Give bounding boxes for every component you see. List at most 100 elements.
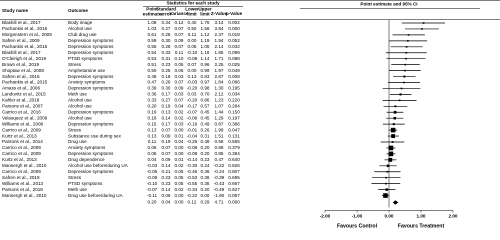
outcome: Stress	[68, 175, 82, 180]
stat-cell: 0.07	[175, 26, 184, 31]
stat-cell: 0.17	[162, 121, 171, 126]
stat-cell: -0.03	[187, 80, 198, 85]
stat-cell: 0.19	[148, 109, 157, 114]
stat-cell: 0.05	[175, 175, 184, 180]
stat-cell: 0.06	[148, 145, 157, 150]
stat-cell: 0.09	[162, 157, 171, 162]
outcome: Depression symptoms	[68, 38, 114, 43]
stat-cell: 0.36	[201, 169, 210, 174]
stat-cell: 0.31	[201, 133, 210, 138]
stat-cell: 0.17	[162, 92, 171, 97]
study-name: Pachankis et al., 2015	[2, 80, 48, 85]
stat-cell: 0.025	[228, 62, 240, 67]
outcome: Anxiety symptoms	[68, 145, 106, 150]
plot-title: Point estimate and 95% CI	[360, 2, 417, 7]
stat-cell: 0.195	[228, 86, 240, 91]
stat-cell: 0.05	[175, 169, 184, 174]
outcome: Substance use during sex	[68, 133, 122, 138]
point-estimate	[386, 164, 390, 168]
point-estimate	[385, 182, 387, 185]
study-name: Williams et al., 2008	[2, 121, 44, 126]
stat-cell: 1.97	[215, 68, 224, 73]
stat-cell: 0.04	[148, 157, 157, 162]
stat-cell: -0.55	[187, 181, 198, 186]
stat-cell: 0.15	[148, 121, 157, 126]
study-name: Landovitz et al., 2015	[2, 92, 46, 97]
study-name: Carrico et al., 2009	[2, 145, 41, 150]
stat-cell: 0.13	[148, 133, 157, 138]
point-estimate	[386, 170, 389, 173]
study-name: Pachankis et al., 2015	[2, 26, 48, 31]
stat-cell: 0.01	[175, 133, 184, 138]
stat-cell: -0.22	[187, 193, 198, 198]
stat-cell: 0.066	[228, 80, 240, 85]
stat-cell: -0.24	[214, 169, 225, 174]
stat-cell: 1.18	[201, 50, 210, 55]
point-estimate	[394, 105, 397, 108]
stat-cell: -1.90	[214, 193, 225, 198]
stat-cell: 0.23	[162, 175, 171, 180]
point-estimate	[385, 188, 389, 191]
stat-cell: 0.53	[148, 56, 157, 61]
stat-cell: -0.09	[187, 115, 198, 120]
stat-cell: 0.26	[162, 80, 171, 85]
stat-cell: -0.53	[187, 175, 198, 180]
column-header: error	[161, 12, 172, 17]
stat-cell: 0.02	[175, 187, 184, 192]
point-estimate	[392, 123, 395, 126]
stat-cell: -0.07	[147, 187, 158, 192]
stat-cell: 0.00	[175, 193, 184, 198]
stat-cell: 0.36	[201, 175, 210, 180]
stat-cell: 0.23	[201, 157, 210, 162]
stat-cell: 0.20	[148, 104, 157, 109]
point-estimate	[385, 176, 387, 179]
column-header: p-Value	[226, 11, 243, 16]
stat-cell: 0.59	[148, 38, 157, 43]
stat-cell: 0.14	[162, 187, 171, 192]
stat-cell: 0.24	[201, 163, 210, 168]
x-tick-label: -2.00	[320, 214, 331, 219]
stat-cell: 0.07	[162, 151, 171, 156]
stat-cell: 0.00	[188, 68, 197, 73]
point-estimate	[391, 134, 396, 138]
stat-cell: 0.45	[201, 109, 210, 114]
study-name: Safren et al., 2009	[2, 38, 40, 43]
study-name: Safren et al., 2018	[2, 175, 40, 180]
stat-cell: 0.379	[228, 145, 240, 150]
stat-cell: 1.08	[148, 20, 157, 25]
summary-cell: 0.12	[188, 200, 197, 205]
outcome: Stress	[68, 62, 82, 67]
stat-cell: 0.54	[148, 50, 157, 55]
stat-cell: 0.20	[201, 145, 210, 150]
stat-cell: 1.14	[201, 56, 210, 61]
stat-cell: 0.20	[201, 151, 210, 156]
point-estimate	[403, 81, 405, 84]
stat-cell: -0.09	[147, 175, 158, 180]
stat-cell: 2.67	[215, 74, 224, 79]
study-name: Parsons et al., 2014	[2, 139, 43, 144]
outcome: Club drug use	[68, 32, 97, 37]
stat-cell: 3.84	[215, 26, 224, 31]
outcome: Drug use before/during UA	[68, 193, 124, 198]
stat-cell: 0.88	[215, 145, 224, 150]
point-estimate	[388, 151, 394, 157]
stat-cell: 0.667	[228, 181, 240, 186]
study-header: Study name	[2, 8, 28, 13]
stat-cell: 0.20	[201, 187, 210, 192]
stat-cell: 0.00	[175, 127, 184, 132]
stat-cell: 1.71	[215, 56, 224, 61]
stat-cell: 0.09	[175, 38, 184, 43]
stat-cell: 0.034	[228, 92, 240, 97]
stat-cell: 0.565	[228, 139, 240, 144]
column-header: limit	[187, 12, 197, 17]
stat-cell: 0.07	[188, 62, 197, 67]
outcome: Depression symptoms	[68, 50, 114, 55]
stat-cell: 0.049	[228, 68, 240, 73]
study-name: Carrico et al., 2009	[2, 169, 41, 174]
stat-cell: -0.30	[187, 163, 198, 168]
stat-cell: -0.08	[187, 151, 198, 156]
outcome: PTSD symptoms	[68, 56, 103, 61]
stat-cell: -0.11	[147, 193, 158, 198]
stat-cell: 0.34	[162, 20, 171, 25]
outcome: Depression symptoms	[68, 121, 114, 126]
